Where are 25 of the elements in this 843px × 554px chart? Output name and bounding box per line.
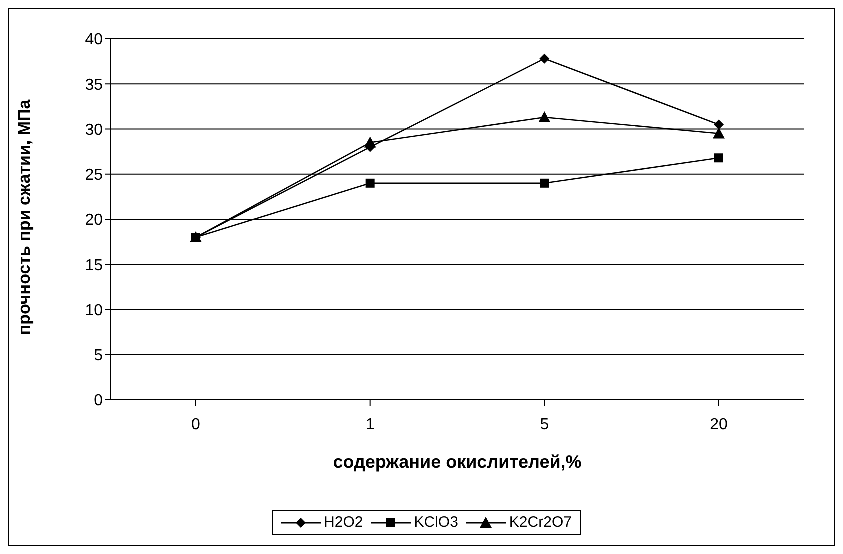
y-tick-label: 5: [94, 348, 104, 365]
point: [714, 154, 724, 163]
y-tick-label: 0: [94, 392, 104, 410]
point: [538, 112, 551, 123]
y-tick-label: 40: [85, 32, 104, 49]
legend-label: KClO3: [414, 514, 458, 531]
x-tick-label: 20: [710, 416, 728, 434]
x-axis-title: содержание окислителей,%: [333, 452, 582, 472]
point: [540, 54, 550, 64]
point: [366, 178, 375, 188]
y-tick-label: 20: [85, 212, 104, 230]
y-tick-label: 30: [85, 122, 104, 139]
y-tick-label: 15: [85, 257, 104, 274]
point: [540, 178, 550, 188]
x-tick-label: 1: [366, 416, 375, 434]
point: [714, 120, 724, 130]
y-tick-label: 25: [85, 167, 104, 184]
y-tick-label: 10: [85, 302, 104, 320]
x-tick-label: 5: [540, 416, 550, 434]
legend-label: K2Cr2O7: [509, 514, 572, 531]
y-tick-label: 35: [85, 76, 104, 94]
point: [364, 136, 376, 148]
y-axis-title: прочность при сжатии, МПа: [15, 99, 34, 336]
x-tick-label: 0: [192, 416, 201, 434]
legend-label: H2O2: [324, 514, 364, 531]
